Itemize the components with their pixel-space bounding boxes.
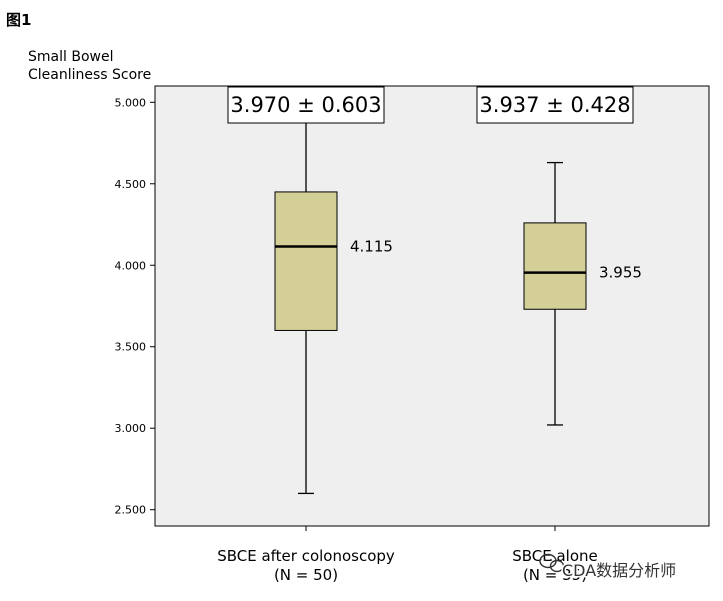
median-label: 3.955 (599, 264, 642, 282)
box-group: 4.115 3.970 ± 0.603 (227, 86, 393, 495)
category-count: (N = 50) (274, 566, 338, 584)
watermark-text: CDA数据分析师 (562, 561, 676, 580)
y-axis-title-line-1: Small Bowel (28, 49, 113, 65)
plot-area (154, 85, 710, 527)
y-tick-label: 4.000 (115, 259, 147, 272)
y-tick-label: 5.000 (115, 96, 147, 109)
wechat-icon (539, 553, 565, 573)
y-tick-label: 4.500 (115, 178, 147, 191)
category-label: SBCE after colonoscopy (217, 547, 395, 565)
x-axis: SBCE after colonoscopy(N = 50) SBCE alone… (217, 526, 598, 584)
boxes: 4.115 3.970 ± 0.603 3.955 3.937 ± 0.428 (227, 86, 642, 495)
stat-label: 3.970 ± 0.603 (230, 93, 381, 117)
y-axis: 2.500 3.000 3.500 4.000 4.500 5.000 (115, 96, 155, 517)
y-axis-title-line-2: Cleanliness Score (28, 67, 151, 83)
y-tick-label: 3.500 (115, 341, 147, 354)
figure-label: 图1 (6, 11, 31, 29)
y-tick-label: 3.000 (115, 422, 147, 435)
iqr-box (274, 191, 338, 331)
stat-box (476, 86, 634, 124)
y-tick-label: 2.500 (115, 504, 147, 517)
stat-box (227, 86, 385, 124)
category-label: SBCE alone (512, 547, 598, 565)
watermark: CDA数据分析师 (539, 553, 678, 582)
stat-label: 3.937 ± 0.428 (479, 93, 630, 117)
box-group: 3.955 3.937 ± 0.428 (476, 86, 642, 426)
iqr-box (523, 222, 587, 310)
median-label: 4.115 (350, 238, 393, 256)
category-count: (N = 35) (523, 566, 587, 584)
